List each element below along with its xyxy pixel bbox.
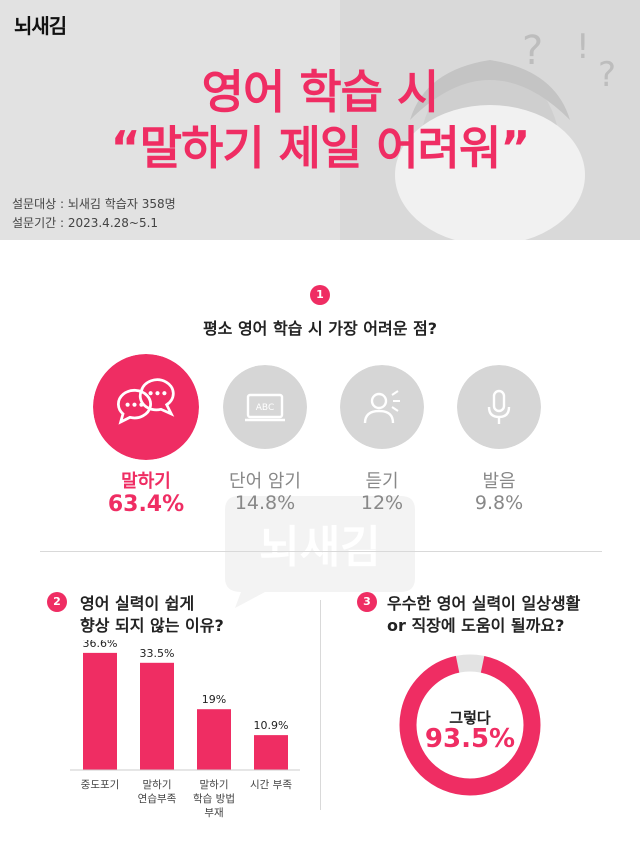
section2-question-line2: 향상 되지 않는 이유? xyxy=(80,616,224,635)
section1-question: 평소 영어 학습 시 가장 어려운 점? xyxy=(202,319,438,338)
bar-value-label-4: 10.9% xyxy=(254,719,289,732)
section3-question-line2: or 직장에 도움이 될까요? xyxy=(387,616,565,635)
donut-center-value: 93.5% xyxy=(424,724,516,754)
chat-bubbles-icon xyxy=(117,378,175,425)
bar-category-label-3: 말하기 학습 방법 부재 xyxy=(193,778,235,819)
abc-board-icon: ABC xyxy=(245,393,285,422)
page-title-line1: 영어 학습 시 xyxy=(201,65,440,119)
survey-period: 설문기간 : 2023.4.28~5.1 xyxy=(12,216,159,230)
helpfulness-donut-chart xyxy=(399,654,541,796)
bar-value-label-3: 19% xyxy=(202,693,226,706)
bar-category-label-1: 중도포기 xyxy=(81,779,120,791)
bar-2 xyxy=(140,662,174,770)
option-value-4: 9.8% xyxy=(474,492,524,514)
svg-text:ABC: ABC xyxy=(256,403,274,413)
bar-4 xyxy=(254,735,288,770)
section2-question-line1: 영어 실력이 쉽게 xyxy=(80,594,195,613)
listening-person-icon xyxy=(363,390,400,424)
bar-category-label-4: 시간 부족 xyxy=(250,779,292,791)
option-label-3: 듣기 xyxy=(365,471,399,492)
option-label-2: 단어 암기 xyxy=(229,471,301,492)
bar-1 xyxy=(83,652,117,770)
microphone-icon xyxy=(487,389,511,424)
section3-question-line1: 우수한 영어 실력이 일상생활 xyxy=(387,594,581,613)
bar-3 xyxy=(197,709,231,770)
svg-text:!: ! xyxy=(576,27,590,67)
bar-value-label-1: 36.6% xyxy=(83,640,118,650)
option-value-1: 63.4% xyxy=(107,492,185,517)
option-label-4: 발음 xyxy=(482,471,516,492)
bar-category-label-2: 말하기 연습부족 xyxy=(138,778,177,805)
reasons-bar-chart: 36.6% 중도포기 33.5% 말하기 연습부족 19% 말하기 학습 방법 부재 10.9% 시… xyxy=(70,640,300,819)
section2-number-badge: 2 xyxy=(47,592,67,612)
option-value-3: 12% xyxy=(360,492,404,514)
watermark-logo: 뇌새김 xyxy=(225,496,415,608)
page-title-line2: “말하기 제일 어려워” xyxy=(110,121,530,175)
option-label-1: 말하기 xyxy=(121,471,171,492)
stressed-woman-illustration: ? ? ! xyxy=(340,0,640,240)
option-circle-3 xyxy=(340,365,424,449)
option-circle-1 xyxy=(93,354,199,460)
brand-logo: 뇌새김 xyxy=(14,14,67,38)
survey-target: 설문대상 : 뇌새김 학습자 358명 xyxy=(12,197,176,211)
donut-slice-yes xyxy=(399,654,541,796)
svg-text:?: ? xyxy=(522,28,543,74)
section3-number-badge: 3 xyxy=(357,592,377,612)
section-divider-vertical xyxy=(320,600,321,810)
watermark-text: 뇌새김 xyxy=(259,522,380,573)
section1-number-badge: 1 xyxy=(310,285,330,305)
option-value-2: 14.8% xyxy=(234,492,296,514)
option-circle-4 xyxy=(457,365,541,449)
section-divider-horizontal xyxy=(40,551,602,552)
svg-text:?: ? xyxy=(598,55,616,95)
header-banner: ? ? ! 뇌새김 영어 학습 시 “말하기 제일 어려워” 설문대상 : 뇌새… xyxy=(0,0,640,240)
donut-center-label: 그렇다 xyxy=(449,709,491,727)
bar-value-label-2: 33.5% xyxy=(140,647,175,660)
option-circle-2: ABC xyxy=(223,365,307,449)
